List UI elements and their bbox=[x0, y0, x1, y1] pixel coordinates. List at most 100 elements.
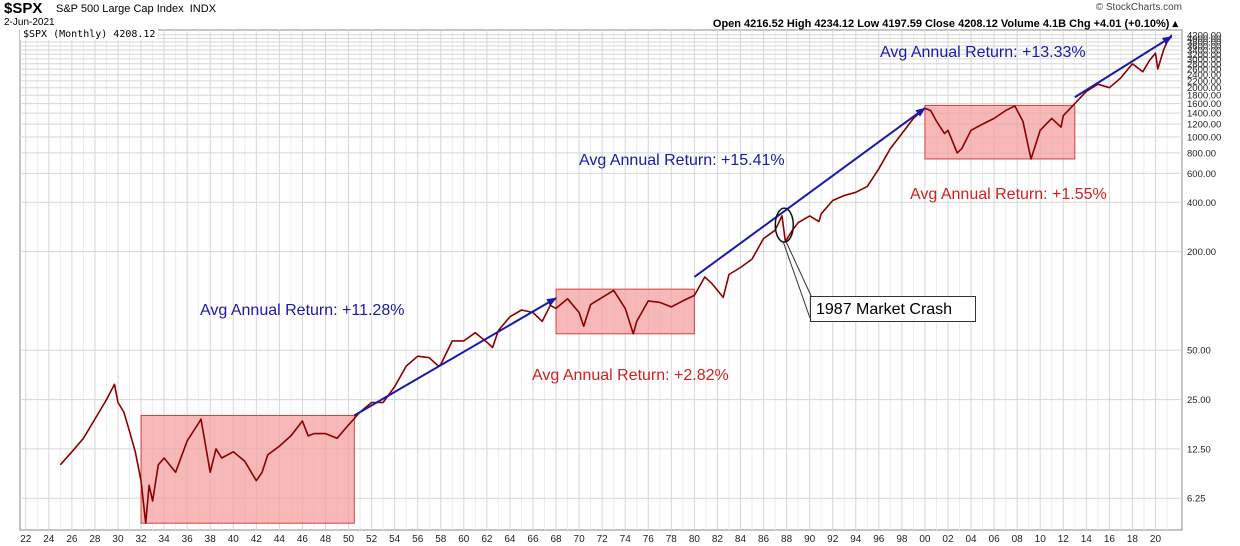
x-tick-label: 66 bbox=[527, 534, 539, 545]
y-tick-label: 2800.00 bbox=[1187, 59, 1221, 70]
trend-arrow bbox=[693, 107, 926, 278]
x-tick-label: 24 bbox=[43, 534, 55, 545]
series-legend: $SPX (Monthly) 4208.12 bbox=[20, 29, 159, 40]
trend-arrow bbox=[353, 297, 557, 417]
x-tick-label: 90 bbox=[804, 534, 816, 545]
y-tick-label: 1000.00 bbox=[1187, 133, 1221, 144]
annotation-return-1968-1980: Avg Annual Return: +2.82% bbox=[532, 367, 729, 384]
x-tick-label: 20 bbox=[1150, 534, 1162, 545]
y-tick-label: 200.00 bbox=[1187, 247, 1216, 258]
x-tick-label: 76 bbox=[643, 534, 655, 545]
x-tick-label: 50 bbox=[343, 534, 355, 545]
y-tick-label: 800.00 bbox=[1187, 148, 1216, 159]
x-tick-label: 18 bbox=[1127, 534, 1139, 545]
chart-date: 2-Jun-2021 bbox=[4, 17, 55, 28]
x-tick-label: 22 bbox=[20, 534, 32, 545]
annotation-return-1980-2000: Avg Annual Return: +15.41% bbox=[579, 152, 785, 169]
y-tick-label: 600.00 bbox=[1187, 169, 1216, 180]
x-tick-label: 96 bbox=[873, 534, 885, 545]
y-tick-label: 400.00 bbox=[1187, 198, 1216, 209]
x-tick-label: 64 bbox=[504, 534, 516, 545]
x-tick-label: 98 bbox=[896, 534, 908, 545]
x-tick-label: 86 bbox=[758, 534, 770, 545]
flat-period-box bbox=[924, 104, 1076, 160]
y-tick-label: 4000.00 bbox=[1187, 34, 1221, 45]
crash-marker-group bbox=[774, 207, 814, 319]
annotation-return-2013-2021: Avg Annual Return: +13.33% bbox=[880, 44, 1086, 61]
x-tick-label: 58 bbox=[435, 534, 447, 545]
x-tick-label: 94 bbox=[850, 534, 862, 545]
y-tick-label: 3800.00 bbox=[1187, 38, 1221, 49]
x-tick-label: 04 bbox=[965, 534, 977, 545]
x-tick-label: 08 bbox=[1012, 534, 1024, 545]
y-tick-label: 2000.00 bbox=[1187, 83, 1221, 94]
annotation-return-1950-1968: Avg Annual Return: +11.28% bbox=[200, 302, 405, 319]
x-tick-label: 56 bbox=[412, 534, 424, 545]
x-tick-label: 44 bbox=[274, 534, 286, 545]
y-tick-label: 12.50 bbox=[1187, 444, 1211, 455]
y-tick-label: 1200.00 bbox=[1187, 120, 1221, 131]
trend-arrow bbox=[1074, 35, 1173, 99]
trend-arrows bbox=[353, 35, 1173, 417]
annotation-return-2000-2013: Avg Annual Return: +1.55% bbox=[910, 186, 1107, 203]
crash-label: 1987 Market Crash bbox=[810, 296, 976, 322]
y-tick-label: 3600.00 bbox=[1187, 41, 1221, 52]
x-tick-label: 88 bbox=[781, 534, 793, 545]
x-tick-label: 42 bbox=[251, 534, 263, 545]
source-credit[interactable]: © StockCharts.com bbox=[1095, 2, 1182, 13]
y-tick-label: 3200.00 bbox=[1187, 50, 1221, 61]
x-tick-label: 26 bbox=[66, 534, 78, 545]
x-tick-label: 06 bbox=[989, 534, 1001, 545]
x-tick-label: 38 bbox=[205, 534, 217, 545]
x-tick-label: 10 bbox=[1035, 534, 1047, 545]
x-tick-label: 84 bbox=[735, 534, 747, 545]
crash-ellipse bbox=[774, 207, 795, 243]
ohlc-summary: Open 4216.52 High 4234.12 Low 4197.59 Cl… bbox=[712, 18, 1178, 30]
price-line-group bbox=[59, 34, 1173, 525]
x-tick-label: 48 bbox=[320, 534, 332, 545]
y-tick-label: 25.00 bbox=[1187, 395, 1211, 406]
y-tick-label: 2400.00 bbox=[1187, 70, 1221, 81]
x-tick-label: 72 bbox=[597, 534, 609, 545]
y-tick-label: 1800.00 bbox=[1187, 91, 1221, 102]
y-tick-label: 3400.00 bbox=[1187, 45, 1221, 56]
x-tick-label: 80 bbox=[689, 534, 701, 545]
y-tick-label: 1600.00 bbox=[1187, 99, 1221, 110]
x-tick-label: 36 bbox=[182, 534, 194, 545]
x-tick-label: 40 bbox=[228, 534, 240, 545]
x-tick-label: 74 bbox=[620, 534, 632, 545]
crash-leader-2 bbox=[782, 241, 811, 319]
x-tick-label: 52 bbox=[366, 534, 378, 545]
x-tick-label: 30 bbox=[112, 534, 124, 545]
index-name-text: S&P 500 Large Cap Index bbox=[56, 3, 184, 15]
y-tick-label: 50.00 bbox=[1187, 346, 1211, 357]
index-name: S&P 500 Large Cap Index INDX bbox=[56, 3, 216, 15]
x-tick-label: 00 bbox=[919, 534, 931, 545]
exchange-text: INDX bbox=[189, 3, 217, 15]
x-tick-label: 82 bbox=[712, 534, 724, 545]
x-tick-label: 14 bbox=[1081, 534, 1093, 545]
y-tick-label: 1400.00 bbox=[1187, 109, 1221, 120]
axes: 22 24 26 28 30 32 34 36 38 40 42 44 46 48 50 52 54 56 58 60… bbox=[20, 30, 1221, 545]
x-tick-label: 46 bbox=[297, 534, 309, 545]
crash-leader-1 bbox=[785, 241, 814, 301]
x-tick-label: 62 bbox=[481, 534, 493, 545]
x-tick-label: 60 bbox=[458, 534, 470, 545]
x-tick-label: 68 bbox=[550, 534, 562, 545]
y-tick-label: 2600.00 bbox=[1187, 65, 1221, 76]
ticker-symbol: $SPX bbox=[4, 0, 43, 17]
x-tick-label: 34 bbox=[159, 534, 171, 545]
y-tick-label: 6.25 bbox=[1187, 494, 1206, 505]
y-tick-label: 3000.00 bbox=[1187, 54, 1221, 65]
price-line bbox=[59, 34, 1173, 525]
x-tick-label: 70 bbox=[574, 534, 586, 545]
x-tick-label: 02 bbox=[942, 534, 954, 545]
x-tick-label: 32 bbox=[135, 534, 147, 545]
x-tick-label: 92 bbox=[827, 534, 839, 545]
x-tick-label: 16 bbox=[1104, 534, 1116, 545]
x-tick-label: 78 bbox=[666, 534, 678, 545]
y-tick-label: 2200.00 bbox=[1187, 76, 1221, 87]
x-tick-label: 28 bbox=[89, 534, 101, 545]
x-tick-label: 54 bbox=[389, 534, 401, 545]
